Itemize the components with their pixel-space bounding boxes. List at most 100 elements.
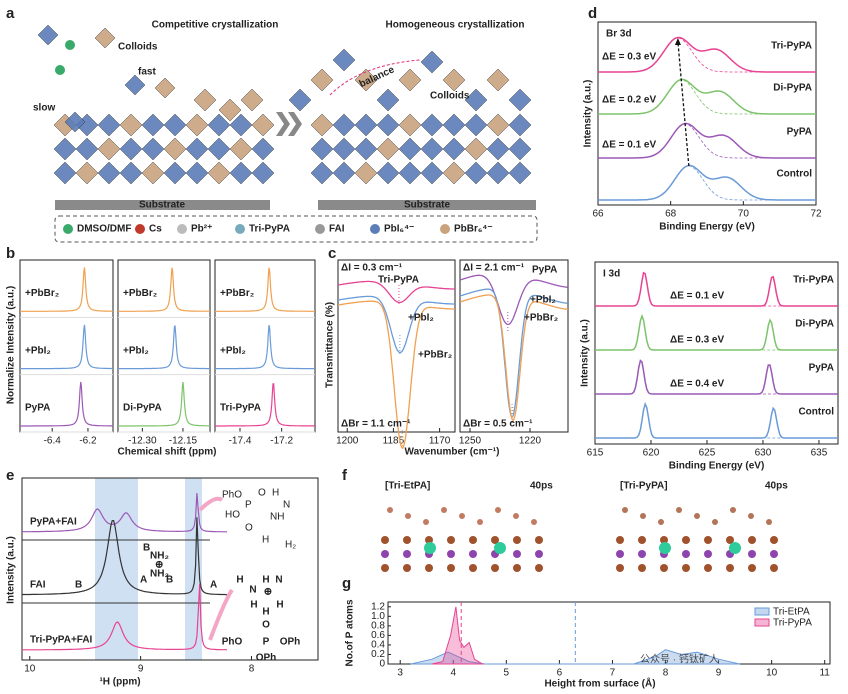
structure-label: OPh — [280, 637, 301, 648]
spectrum — [459, 274, 569, 326]
spectrum — [22, 493, 227, 533]
octahedron — [332, 113, 356, 137]
atom — [770, 550, 778, 558]
annotation: ΔE = 0.1 eV — [602, 140, 656, 151]
spectrum — [20, 324, 113, 370]
structure-label: H — [276, 600, 283, 611]
spectrum — [337, 280, 455, 304]
title: [Tri-PyPA] — [620, 481, 668, 492]
annotation: ΔI = 0.3 cm⁻¹ — [341, 263, 403, 274]
octahedron — [163, 137, 187, 161]
atom — [682, 564, 690, 572]
x-tick-label: 1220 — [519, 436, 542, 447]
octahedron — [97, 161, 121, 185]
atom — [748, 550, 756, 558]
trace-label: PyPA — [809, 363, 834, 374]
structure-label: H — [262, 607, 269, 618]
x-tick-label: 635 — [811, 448, 828, 459]
title: Homogeneous crystallization — [386, 20, 525, 31]
x-tick-label: 615 — [587, 448, 604, 459]
octahedron — [185, 137, 209, 161]
octahedron — [508, 161, 532, 185]
fit — [595, 272, 838, 307]
atom — [748, 564, 756, 572]
y-tick-label: 1.0 — [371, 611, 385, 622]
trace-label: +PbBr₂ — [25, 288, 59, 299]
title: [Tri-EtPA] — [385, 481, 430, 492]
legend-swatch — [370, 224, 380, 234]
atom — [425, 564, 433, 572]
octahedron — [154, 77, 176, 99]
x-axis-label: Binding Energy (eV) — [669, 461, 765, 472]
octahedron — [163, 161, 187, 185]
molecule — [405, 513, 411, 519]
spectrum — [215, 324, 315, 370]
panel-label: b — [6, 245, 15, 262]
x-tick-label: 3 — [397, 668, 403, 679]
atom — [469, 536, 477, 544]
atom — [425, 536, 433, 544]
fit — [598, 79, 816, 115]
octahedron — [508, 88, 532, 112]
legend-swatch — [177, 224, 187, 234]
octahedron — [420, 137, 444, 161]
spectrum — [21, 517, 227, 596]
atom — [424, 542, 436, 554]
spectrum — [118, 267, 210, 312]
substrate-label: Substrate — [139, 200, 186, 211]
structure-label: N — [275, 575, 282, 586]
octahedron — [64, 111, 86, 133]
atom — [616, 564, 624, 572]
trace-label: Di-PyPA — [795, 319, 834, 330]
atom — [403, 536, 411, 544]
atom — [660, 536, 668, 544]
octahedron — [75, 161, 99, 185]
atom — [660, 564, 668, 572]
trace-label: Di-PyPA — [773, 83, 812, 94]
label: Colloids — [118, 42, 158, 53]
trace-label: +PbI₂ — [220, 345, 246, 356]
x-tick-label: 10 — [24, 664, 36, 675]
trace-label: +PbI₂ — [408, 313, 434, 324]
atom — [381, 564, 389, 572]
octahedron — [332, 137, 356, 161]
octahedron — [240, 88, 264, 112]
octahedron — [398, 137, 422, 161]
x-tick-label: 10 — [766, 668, 778, 679]
octahedron — [53, 161, 77, 185]
octahedron — [310, 113, 334, 137]
octahedron — [442, 113, 466, 137]
molecule — [676, 507, 682, 513]
y-tick-label: 0.6 — [371, 630, 385, 641]
x-axis-label: Binding Energy (eV) — [659, 222, 755, 233]
octahedron — [185, 113, 209, 137]
panel-label: d — [588, 5, 597, 22]
structure-label: O — [258, 488, 266, 499]
structure-label: B — [166, 575, 173, 586]
octahedron — [94, 27, 116, 49]
molecule — [459, 513, 465, 519]
atom — [447, 564, 455, 572]
atom — [616, 536, 624, 544]
peak-label: B — [75, 580, 82, 591]
structure-label: PhO — [222, 490, 242, 501]
octahedron — [97, 113, 121, 137]
trace-label: PyPA+FAI — [30, 517, 77, 528]
trace-label: +PbBr₂ — [220, 288, 254, 299]
y-tick-label: 0.4 — [371, 640, 385, 651]
annotation: ΔBr = 1.1 cm⁻¹ — [341, 419, 411, 430]
molecule — [622, 507, 628, 513]
atom — [513, 550, 521, 558]
octahedron — [141, 113, 165, 137]
octahedron — [141, 137, 165, 161]
octahedron — [464, 88, 488, 112]
trace-label: FAI — [30, 580, 46, 591]
x-axis-label: Chemical shift (ppm) — [118, 447, 217, 458]
structure-label: H — [262, 575, 269, 586]
octahedron — [508, 137, 532, 161]
octahedron — [37, 24, 59, 46]
octahedron — [354, 137, 378, 161]
panel-label: f — [342, 467, 348, 484]
x-tick-label: -17.4 — [229, 436, 252, 447]
molecule — [640, 513, 646, 519]
